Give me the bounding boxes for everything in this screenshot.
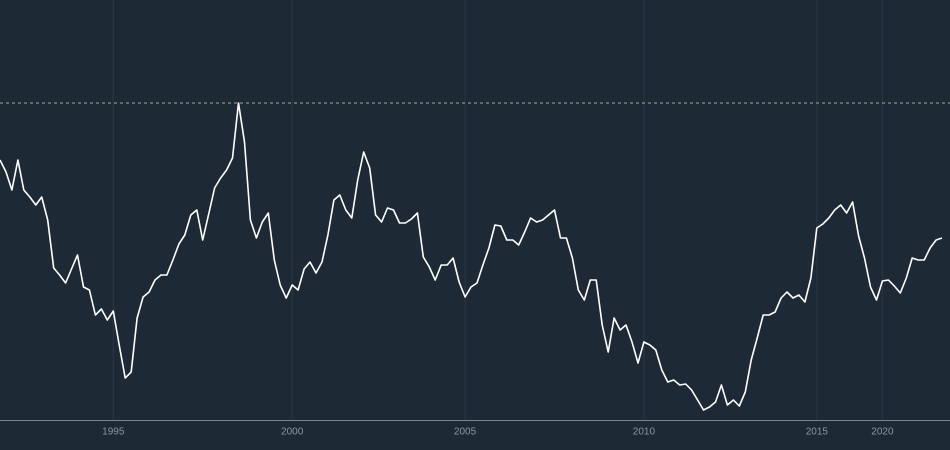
line-series <box>0 102 943 411</box>
x-tick-label: 2015 <box>806 427 829 438</box>
x-tick-label: 2000 <box>281 427 304 438</box>
x-tick-label: 2010 <box>633 427 656 438</box>
x-tick-label: 1995 <box>102 427 125 438</box>
x-tick-label: 2005 <box>454 427 477 438</box>
x-tick-label: 2020 <box>871 427 894 438</box>
